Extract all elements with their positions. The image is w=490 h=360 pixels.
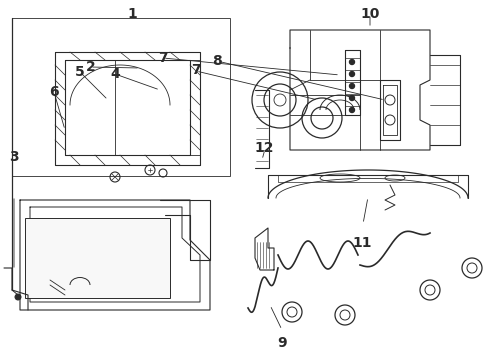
Text: 6: 6 [49,85,59,99]
Text: 10: 10 [360,8,380,21]
Circle shape [349,95,354,100]
Circle shape [349,72,354,77]
Text: 5: 5 [75,65,85,79]
Text: 9: 9 [277,336,287,350]
Text: 1: 1 [127,8,137,21]
Text: 7: 7 [158,51,168,64]
Text: 7: 7 [191,63,201,77]
Text: 3: 3 [9,150,19,163]
Circle shape [349,108,354,113]
Bar [25,218,170,298]
Text: 12: 12 [255,141,274,154]
Bar [12,18,230,176]
Text: 4: 4 [110,67,120,81]
Circle shape [349,84,354,89]
Text: 8: 8 [212,54,222,68]
Text: 11: 11 [353,236,372,250]
Text: 2: 2 [86,60,96,73]
Circle shape [15,294,21,300]
Circle shape [349,59,354,64]
